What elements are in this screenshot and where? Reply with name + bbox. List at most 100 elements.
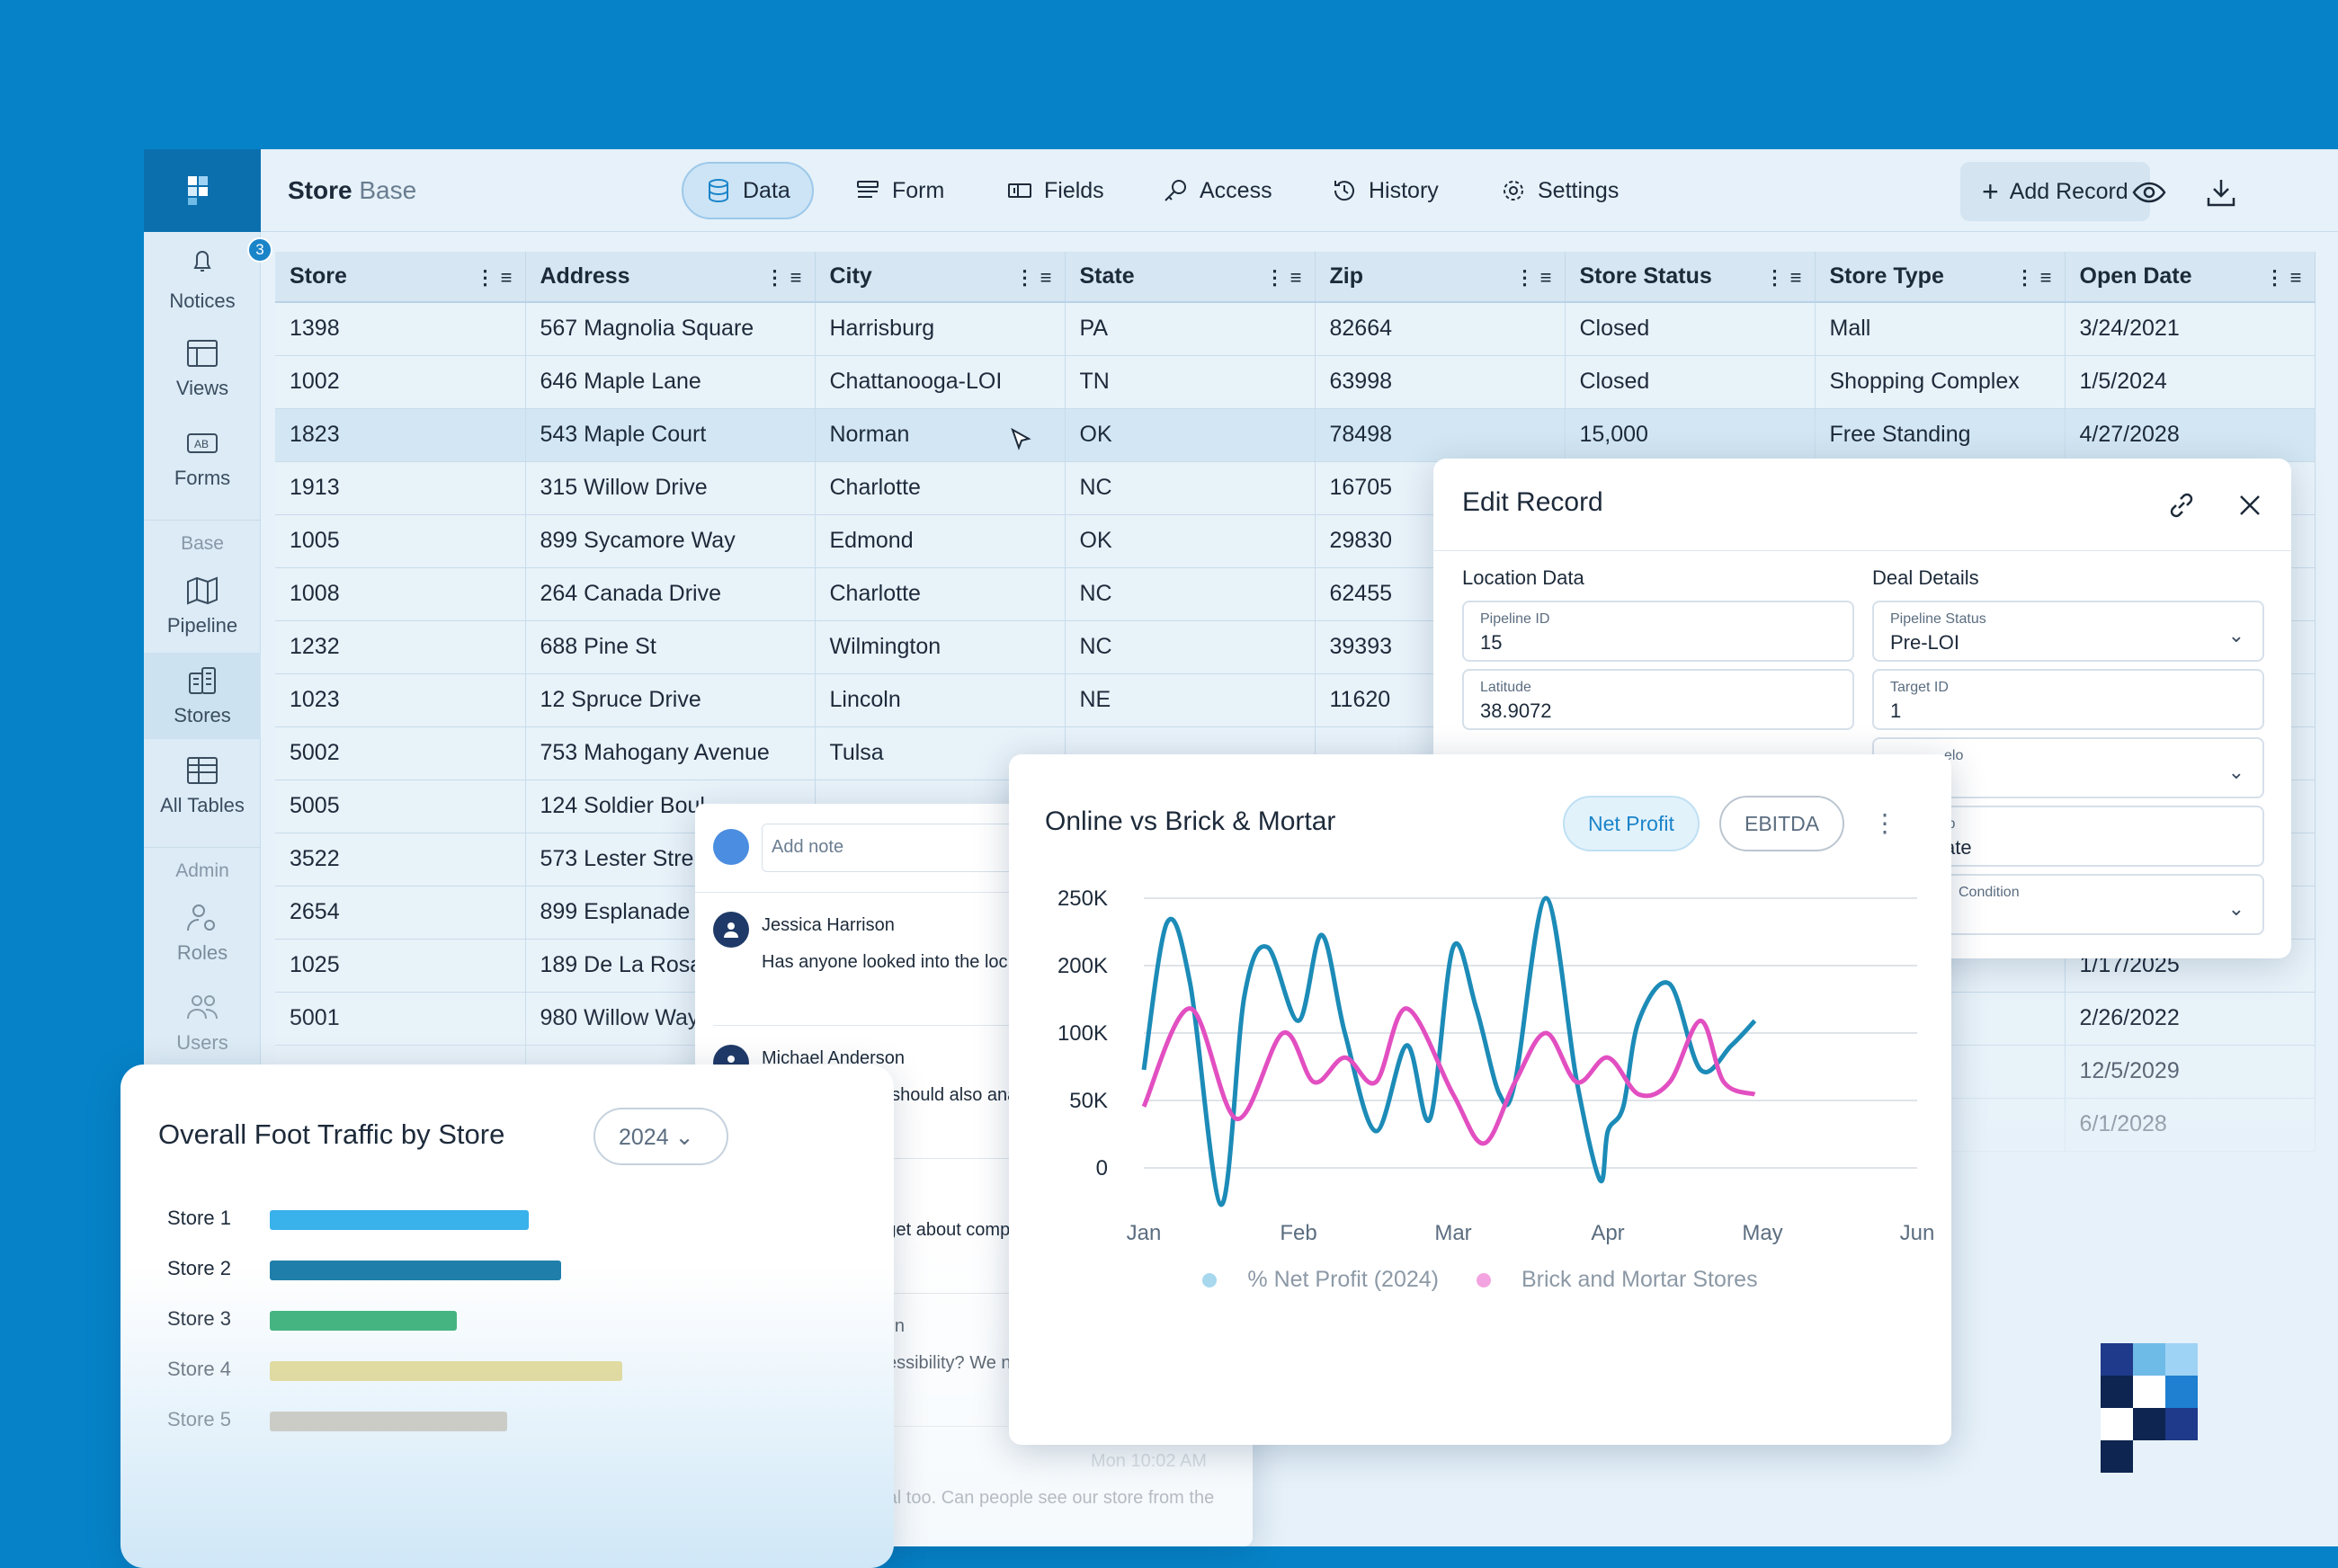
target-id-field[interactable]: Target ID 1 xyxy=(1872,669,2264,730)
table-cell[interactable]: NC xyxy=(1065,620,1316,674)
table-cell[interactable]: 1913 xyxy=(275,461,526,515)
table-cell[interactable]: 1398 xyxy=(275,302,526,356)
table-cell[interactable]: Closed xyxy=(1565,355,1816,409)
table-cell[interactable]: Lincoln xyxy=(815,673,1066,727)
table-cell[interactable]: 5005 xyxy=(275,780,526,833)
table-cell[interactable]: Edmond xyxy=(815,514,1066,568)
tab-form[interactable]: Form xyxy=(833,162,966,219)
sidebar-item-users[interactable]: Users xyxy=(144,980,261,1066)
table-cell[interactable]: NC xyxy=(1065,567,1316,621)
table-cell[interactable]: 1002 xyxy=(275,355,526,409)
tab-settings[interactable]: Settings xyxy=(1478,162,1640,219)
column-header[interactable]: Open Date ⋮ ≡ xyxy=(2065,252,2316,303)
link-icon[interactable] xyxy=(2164,487,2200,523)
table-cell[interactable]: 2654 xyxy=(275,886,526,940)
column-menu-icon[interactable]: ⋮ ≡ xyxy=(475,266,513,289)
column-header[interactable]: Store Type ⋮ ≡ xyxy=(1815,252,2066,303)
sidebar-item-pipeline[interactable]: Pipeline xyxy=(144,563,261,649)
table-cell[interactable]: 3522 xyxy=(275,833,526,886)
table-cell[interactable]: 315 Willow Drive xyxy=(525,461,816,515)
table-row[interactable]: 1002 646 Maple Lane Chattanooga-LOI TN 63998… xyxy=(275,355,2316,409)
column-menu-icon[interactable]: ⋮ ≡ xyxy=(1514,266,1552,289)
table-cell[interactable]: Harrisburg xyxy=(815,302,1066,356)
foot-traffic-bar[interactable] xyxy=(270,1210,529,1230)
pipeline-status-select[interactable]: Pipeline Status Pre-LOI ⌄ xyxy=(1872,601,2264,662)
table-cell[interactable]: 4/27/2028 xyxy=(2065,408,2316,462)
latitude-field[interactable]: Latitude 38.9072 xyxy=(1462,669,1854,730)
foot-traffic-bar[interactable] xyxy=(270,1311,457,1331)
column-header[interactable]: State ⋮ ≡ xyxy=(1065,252,1316,303)
table-cell[interactable]: Wilmington xyxy=(815,620,1066,674)
table-cell[interactable]: Closed xyxy=(1565,302,1816,356)
tab-history[interactable]: History xyxy=(1309,162,1460,219)
app-logo[interactable] xyxy=(144,149,261,232)
table-cell[interactable]: 63998 xyxy=(1315,355,1566,409)
table-cell[interactable]: 15,000 xyxy=(1565,408,1816,462)
table-cell[interactable]: 78498 xyxy=(1315,408,1566,462)
ebitda-toggle[interactable]: EBITDA xyxy=(1719,796,1845,851)
table-cell[interactable]: 12 Spruce Drive xyxy=(525,673,816,727)
table-cell[interactable]: 688 Pine St xyxy=(525,620,816,674)
column-header[interactable]: Zip ⋮ ≡ xyxy=(1315,252,1566,303)
table-cell[interactable]: Charlotte xyxy=(815,567,1066,621)
eye-icon[interactable] xyxy=(2131,174,2167,210)
year-select[interactable]: 2024 ⌄ xyxy=(593,1108,728,1165)
sidebar-item-all-tables[interactable]: All Tables xyxy=(144,743,261,829)
table-cell[interactable]: 1008 xyxy=(275,567,526,621)
column-menu-icon[interactable]: ⋮ ≡ xyxy=(2264,266,2302,289)
table-cell[interactable]: 567 Magnolia Square xyxy=(525,302,816,356)
add-record-button[interactable]: + Add Record xyxy=(1960,162,2150,221)
column-menu-icon[interactable]: ⋮ ≡ xyxy=(2014,266,2052,289)
table-cell[interactable]: OK xyxy=(1065,408,1316,462)
column-menu-icon[interactable]: ⋮ ≡ xyxy=(1264,266,1302,289)
table-cell[interactable]: Chattanooga-LOI xyxy=(815,355,1066,409)
table-cell[interactable]: PA xyxy=(1065,302,1316,356)
sidebar-item-views[interactable]: Views xyxy=(144,325,261,412)
table-cell[interactable]: 543 Maple Court xyxy=(525,408,816,462)
table-cell[interactable]: 1005 xyxy=(275,514,526,568)
column-header[interactable]: Store ⋮ ≡ xyxy=(275,252,526,303)
table-cell[interactable]: 753 Mahogany Avenue xyxy=(525,726,816,780)
column-header[interactable]: Store Status ⋮ ≡ xyxy=(1565,252,1816,303)
foot-traffic-bar[interactable] xyxy=(270,1361,622,1381)
table-cell[interactable]: Shopping Complex xyxy=(1815,355,2066,409)
column-header[interactable]: Address ⋮ ≡ xyxy=(525,252,816,303)
pipeline-id-field[interactable]: Pipeline ID 15 xyxy=(1462,601,1854,662)
sidebar-item-stores[interactable]: Stores xyxy=(144,653,261,739)
table-cell[interactable]: 1023 xyxy=(275,673,526,727)
table-cell[interactable]: 5002 xyxy=(275,726,526,780)
net-profit-toggle[interactable]: Net Profit xyxy=(1563,796,1700,851)
table-cell[interactable]: Free Standing xyxy=(1815,408,2066,462)
column-menu-icon[interactable]: ⋮ ≡ xyxy=(1014,266,1052,289)
table-cell[interactable]: OK xyxy=(1065,514,1316,568)
tab-data[interactable]: Data xyxy=(682,162,814,219)
table-cell[interactable]: 1232 xyxy=(275,620,526,674)
table-row[interactable]: 1823 543 Maple Court Norman OK 78498 15,000 Fr… xyxy=(275,408,2316,462)
table-row[interactable]: 1398 567 Magnolia Square Harrisburg PA 82664… xyxy=(275,302,2316,356)
foot-traffic-bar[interactable] xyxy=(270,1261,561,1280)
more-options-icon[interactable]: ⋮ xyxy=(1872,809,1897,837)
tab-access[interactable]: Access xyxy=(1140,162,1294,219)
table-cell[interactable]: 82664 xyxy=(1315,302,1566,356)
table-cell[interactable]: 646 Maple Lane xyxy=(525,355,816,409)
table-cell[interactable]: 899 Sycamore Way xyxy=(525,514,816,568)
table-cell[interactable]: NE xyxy=(1065,673,1316,727)
sidebar-item-forms[interactable]: AB Forms xyxy=(144,415,261,502)
foot-traffic-bar[interactable] xyxy=(270,1412,507,1431)
close-icon[interactable] xyxy=(2232,487,2268,523)
sidebar-item-roles[interactable]: Roles xyxy=(144,890,261,976)
table-cell[interactable]: Mall xyxy=(1815,302,2066,356)
table-cell[interactable]: 1025 xyxy=(275,939,526,993)
column-menu-icon[interactable]: ⋮ ≡ xyxy=(1764,266,1802,289)
table-cell[interactable]: 1823 xyxy=(275,408,526,462)
column-menu-icon[interactable]: ⋮ ≡ xyxy=(764,266,802,289)
tab-fields[interactable]: Fields xyxy=(985,162,1126,219)
table-cell[interactable]: 3/24/2021 xyxy=(2065,302,2316,356)
table-cell[interactable]: 1/5/2024 xyxy=(2065,355,2316,409)
table-cell[interactable]: Charlotte xyxy=(815,461,1066,515)
table-cell[interactable]: TN xyxy=(1065,355,1316,409)
table-cell[interactable]: 264 Canada Drive xyxy=(525,567,816,621)
download-icon[interactable] xyxy=(2203,174,2239,210)
table-cell[interactable]: NC xyxy=(1065,461,1316,515)
column-header[interactable]: City ⋮ ≡ xyxy=(815,252,1066,303)
